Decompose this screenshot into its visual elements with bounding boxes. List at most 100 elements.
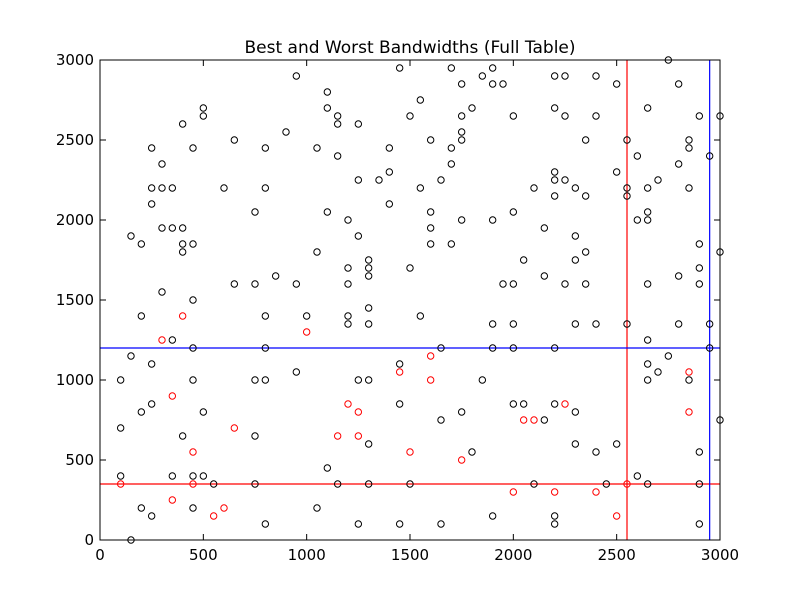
black-data-point bbox=[550, 176, 559, 184]
red-data-point bbox=[550, 488, 559, 496]
black-data-point bbox=[323, 88, 332, 96]
reference-lines bbox=[100, 60, 720, 540]
black-data-point bbox=[385, 144, 394, 152]
red-data-point bbox=[530, 416, 538, 424]
black-data-point bbox=[116, 472, 125, 480]
black-data-point bbox=[416, 312, 425, 320]
red-data-point bbox=[168, 392, 177, 400]
black-data-point bbox=[519, 256, 528, 264]
red-data-point bbox=[426, 376, 435, 384]
black-data-point bbox=[251, 208, 259, 216]
black-data-point bbox=[354, 376, 363, 384]
black-data-point bbox=[209, 480, 218, 488]
x-tick-label: 2000 bbox=[494, 546, 532, 564]
black-data-point bbox=[199, 112, 208, 120]
black-data-point bbox=[168, 336, 177, 344]
black-data-point bbox=[189, 472, 197, 480]
black-data-point bbox=[395, 64, 404, 72]
black-data-point bbox=[488, 64, 497, 72]
data-points bbox=[116, 56, 724, 544]
black-data-point bbox=[230, 136, 239, 144]
black-data-point bbox=[674, 272, 683, 280]
black-data-point bbox=[178, 240, 187, 248]
black-data-point bbox=[571, 408, 580, 416]
black-data-point bbox=[643, 376, 652, 384]
black-data-point bbox=[457, 408, 466, 416]
black-data-point bbox=[612, 168, 621, 176]
black-data-point bbox=[261, 344, 270, 352]
black-data-point bbox=[178, 120, 187, 128]
black-data-point bbox=[499, 280, 507, 288]
red-data-point bbox=[685, 368, 693, 376]
red-data-point bbox=[685, 408, 693, 416]
black-data-point bbox=[189, 144, 197, 152]
black-data-point bbox=[530, 480, 538, 488]
black-data-point bbox=[168, 224, 177, 232]
black-data-point bbox=[282, 128, 290, 136]
black-data-point bbox=[147, 144, 156, 152]
black-data-point bbox=[695, 520, 704, 528]
black-data-point bbox=[147, 184, 156, 192]
red-data-point bbox=[158, 336, 166, 344]
black-data-point bbox=[344, 312, 352, 320]
black-data-point bbox=[292, 280, 301, 288]
black-data-point bbox=[189, 240, 197, 248]
black-data-point bbox=[261, 184, 270, 192]
black-data-point bbox=[116, 376, 125, 384]
black-data-point bbox=[261, 376, 270, 384]
black-data-point bbox=[571, 440, 580, 448]
black-data-point bbox=[251, 432, 259, 440]
black-data-point bbox=[199, 408, 208, 416]
black-data-point bbox=[395, 400, 404, 408]
black-data-point bbox=[581, 280, 590, 288]
black-data-point bbox=[643, 208, 652, 216]
black-data-point bbox=[333, 120, 342, 128]
black-data-point bbox=[550, 512, 559, 520]
black-data-point bbox=[457, 128, 466, 136]
black-data-point bbox=[168, 472, 177, 480]
red-data-point bbox=[561, 400, 569, 408]
black-data-point bbox=[571, 232, 580, 240]
black-data-point bbox=[581, 248, 590, 256]
black-data-point bbox=[643, 280, 652, 288]
black-data-point bbox=[592, 112, 600, 120]
black-data-point bbox=[220, 184, 228, 192]
black-data-point bbox=[344, 216, 352, 224]
black-data-point bbox=[550, 104, 559, 112]
y-tick-label: 1000 bbox=[56, 371, 94, 389]
black-data-point bbox=[695, 264, 704, 272]
black-data-point bbox=[364, 272, 373, 280]
black-data-point bbox=[478, 376, 487, 384]
x-tick-label: 0 bbox=[95, 546, 105, 564]
black-data-point bbox=[426, 240, 435, 248]
black-data-point bbox=[147, 400, 156, 408]
black-data-point bbox=[323, 208, 332, 216]
black-data-point bbox=[437, 344, 445, 352]
black-data-point bbox=[519, 400, 528, 408]
black-data-point bbox=[612, 80, 621, 88]
black-data-point bbox=[550, 520, 559, 528]
black-data-point bbox=[313, 248, 321, 256]
black-data-point bbox=[199, 472, 208, 480]
black-data-point bbox=[251, 480, 259, 488]
black-data-point bbox=[158, 224, 166, 232]
red-data-point bbox=[395, 368, 404, 376]
black-data-point bbox=[313, 504, 321, 512]
black-data-point bbox=[344, 320, 352, 328]
black-data-point bbox=[406, 264, 414, 272]
black-data-point bbox=[416, 96, 425, 104]
red-data-point bbox=[519, 416, 528, 424]
black-data-point bbox=[530, 184, 538, 192]
red-data-point bbox=[333, 432, 342, 440]
black-data-point bbox=[457, 80, 466, 88]
black-data-point bbox=[230, 280, 239, 288]
black-data-point bbox=[189, 376, 197, 384]
red-data-point bbox=[457, 456, 466, 464]
black-data-point bbox=[602, 480, 611, 488]
black-data-point bbox=[540, 272, 549, 280]
black-data-point bbox=[685, 376, 693, 384]
black-data-point bbox=[333, 152, 342, 160]
black-data-point bbox=[406, 480, 414, 488]
black-data-point bbox=[550, 72, 559, 80]
